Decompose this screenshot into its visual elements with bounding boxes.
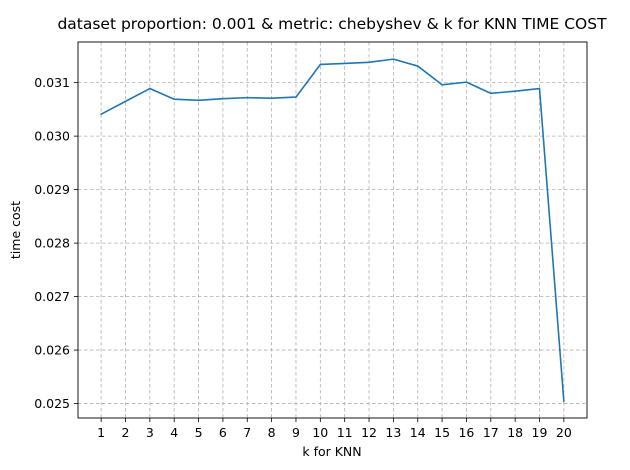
x-tick-label: 15 [434, 425, 450, 440]
x-tick-label: 10 [312, 425, 328, 440]
x-axis: 1 2 3 4 5 6 7 8 9 10 11 12 13 14 15 16 17 18 19 20 [97, 418, 572, 440]
y-tick-label: 0.030 [34, 129, 70, 144]
x-tick-label: 11 [337, 425, 353, 440]
chart-title: dataset proportion: 0.001 & metric: cheb… [57, 15, 607, 33]
x-tick-label: 6 [219, 425, 227, 440]
grid-lines [78, 42, 587, 418]
x-tick-label: 14 [410, 425, 426, 440]
x-tick-label: 17 [483, 425, 499, 440]
y-tick-label: 0.031 [34, 75, 70, 90]
plot-frame [77, 41, 588, 419]
x-axis-label: k for KNN [302, 444, 361, 459]
y-tick-label: 0.025 [34, 396, 70, 411]
y-tick-label: 0.029 [34, 182, 70, 197]
y-tick-label: 0.026 [34, 343, 70, 358]
x-tick-label: 7 [243, 425, 251, 440]
plot-area [100, 58, 565, 403]
x-tick-label: 4 [170, 425, 178, 440]
x-tick-label: 5 [195, 425, 203, 440]
y-tick-label: 0.027 [34, 289, 70, 304]
y-tick-label: 0.028 [34, 236, 70, 251]
series-line [100, 58, 565, 403]
x-tick-label: 19 [532, 425, 548, 440]
x-tick-label: 8 [268, 425, 276, 440]
y-axis-label: time cost [8, 201, 23, 259]
x-tick-label: 13 [385, 425, 401, 440]
x-tick-label: 2 [122, 425, 130, 440]
x-tick-label: 16 [458, 425, 474, 440]
x-tick-label: 18 [507, 425, 523, 440]
y-axis: 0.025 0.026 0.027 0.028 0.029 0.030 0.031 [34, 75, 78, 411]
x-tick-label: 9 [292, 425, 300, 440]
x-tick-label: 3 [146, 425, 154, 440]
x-tick-label: 1 [97, 425, 105, 440]
x-tick-label: 12 [361, 425, 377, 440]
x-tick-label: 20 [556, 425, 572, 440]
